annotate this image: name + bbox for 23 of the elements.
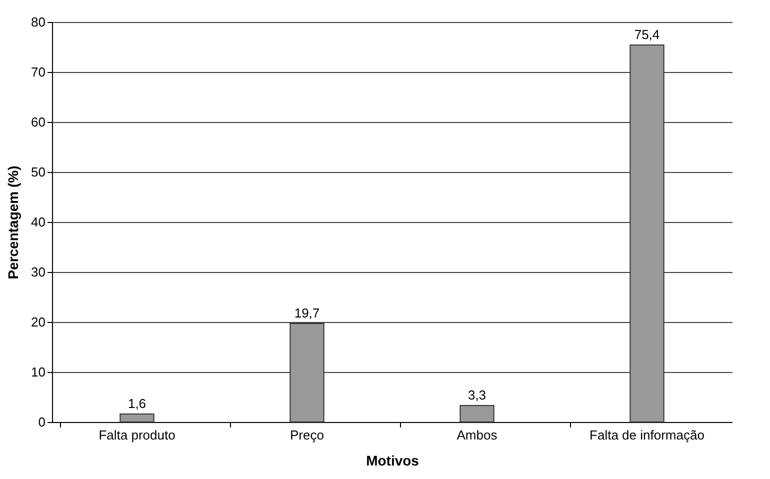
y-axis-title: Percentagem (%) [5,166,22,280]
x-axis-title: Motivos [366,452,420,468]
bar [460,405,494,422]
x-tick-label: Ambos [456,428,498,442]
y-tick-label: 50 [31,164,46,180]
data-label: 75,4 [634,27,660,42]
y-tick-label: 0 [38,414,46,430]
bar [630,44,664,422]
x-tick-label: Falta produto [98,428,176,442]
data-label: 3,3 [468,388,486,402]
bar [120,414,154,422]
y-tick-label: 10 [31,364,46,380]
bar [290,323,324,422]
data-label: 1,6 [128,396,146,411]
y-tick-label: 40 [31,214,46,230]
y-tick-label: 70 [31,64,46,80]
x-tick-label: Falta de informação [590,428,704,442]
y-tick-label: 20 [31,314,46,330]
y-tick-label: 80 [31,14,46,30]
x-tick-label: Preço [290,428,324,442]
data-label: 19,7 [294,306,320,320]
y-tick-label: 60 [31,114,46,130]
y-tick-label: 30 [31,264,46,280]
